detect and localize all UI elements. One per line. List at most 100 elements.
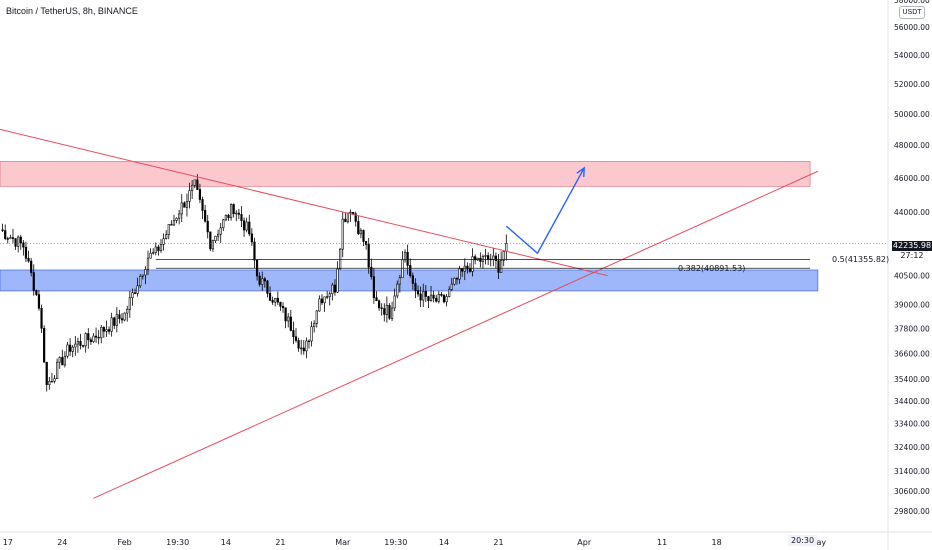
candle <box>11 237 15 239</box>
candle-countdown: 27:12 <box>900 251 924 260</box>
candle <box>63 355 67 366</box>
candle <box>237 212 240 215</box>
x-tick-label: Feb <box>118 538 132 547</box>
candle <box>409 265 412 277</box>
candle <box>118 314 121 319</box>
candle <box>492 255 495 260</box>
candle <box>346 212 350 223</box>
x-tick-label: 11 <box>657 538 667 547</box>
y-tick-label: 48000.00 <box>894 141 930 150</box>
candle <box>222 219 225 229</box>
candle <box>84 333 87 347</box>
candle <box>481 255 485 262</box>
projection-arrowhead <box>576 166 585 177</box>
candle <box>229 204 233 219</box>
x-tick-label: 19:30 <box>166 538 189 547</box>
candle <box>235 212 238 215</box>
candle <box>9 237 12 239</box>
resistance-zone <box>0 161 811 187</box>
candle <box>289 316 292 331</box>
candle <box>390 307 394 319</box>
candle <box>357 221 360 235</box>
candle <box>471 256 474 272</box>
candle <box>170 224 173 226</box>
candle <box>198 189 202 200</box>
candle <box>89 339 92 342</box>
candle <box>27 258 30 262</box>
candle <box>258 275 261 285</box>
candle <box>58 357 61 363</box>
candle <box>427 296 430 302</box>
candle <box>1 229 4 231</box>
candle <box>435 297 438 302</box>
candle <box>37 294 41 309</box>
candle <box>403 251 407 261</box>
currency-badge[interactable]: USDT <box>899 6 925 19</box>
y-tick-label: 32400.00 <box>894 443 930 452</box>
candle <box>180 202 183 215</box>
candle <box>123 312 126 321</box>
candle <box>149 252 152 259</box>
candle <box>113 317 116 326</box>
candle <box>146 257 150 270</box>
candle <box>453 277 456 285</box>
candle <box>76 340 79 345</box>
x-tick-label: 14 <box>439 538 449 547</box>
candle <box>14 238 17 247</box>
projection-path <box>505 167 585 255</box>
candle <box>458 268 461 280</box>
candle <box>253 241 256 261</box>
candle <box>396 283 399 297</box>
y-tick-label: 37800.00 <box>894 325 930 334</box>
current-price: 42235.98 <box>892 241 932 251</box>
candle <box>336 268 339 293</box>
candle <box>463 265 466 272</box>
candle <box>349 211 352 214</box>
candle <box>217 233 220 237</box>
y-tick-label: 39000.00 <box>894 301 930 310</box>
candle <box>359 230 363 235</box>
candle <box>131 292 134 299</box>
candle <box>487 255 490 260</box>
x-tick-label: 14 <box>221 538 231 547</box>
candle <box>81 345 85 347</box>
candle <box>341 218 344 250</box>
candle <box>162 238 165 245</box>
candle <box>323 296 326 304</box>
candle <box>224 214 227 221</box>
candle <box>261 278 264 285</box>
candle <box>48 380 51 385</box>
candle <box>40 307 43 329</box>
candle <box>102 327 105 332</box>
candle <box>279 301 282 307</box>
candle <box>214 235 217 241</box>
candle <box>30 260 33 273</box>
candle <box>71 346 74 352</box>
y-tick-label: 46000.00 <box>894 174 930 183</box>
candle <box>450 283 453 290</box>
y-tick-label: 30600.00 <box>894 487 930 496</box>
candle <box>139 276 142 287</box>
y-tick-label: 50000.00 <box>894 110 930 119</box>
candle <box>61 357 64 366</box>
candle <box>380 307 383 309</box>
candle <box>17 236 20 247</box>
candle <box>232 204 235 214</box>
x-tick-label: 21 <box>493 538 503 547</box>
candle <box>398 277 401 285</box>
candle <box>191 185 194 191</box>
candle <box>445 296 448 303</box>
candle <box>6 238 9 240</box>
candle <box>468 268 472 272</box>
candles-layer <box>1 174 508 392</box>
candle <box>284 307 287 322</box>
candle <box>50 380 54 383</box>
symbol-title: Bitcoin / TetherUS, 8h, BINANCE <box>6 6 138 16</box>
candle <box>56 361 59 380</box>
candle <box>416 290 420 295</box>
x-tick-label: Mar <box>335 538 351 547</box>
candle <box>183 202 186 208</box>
